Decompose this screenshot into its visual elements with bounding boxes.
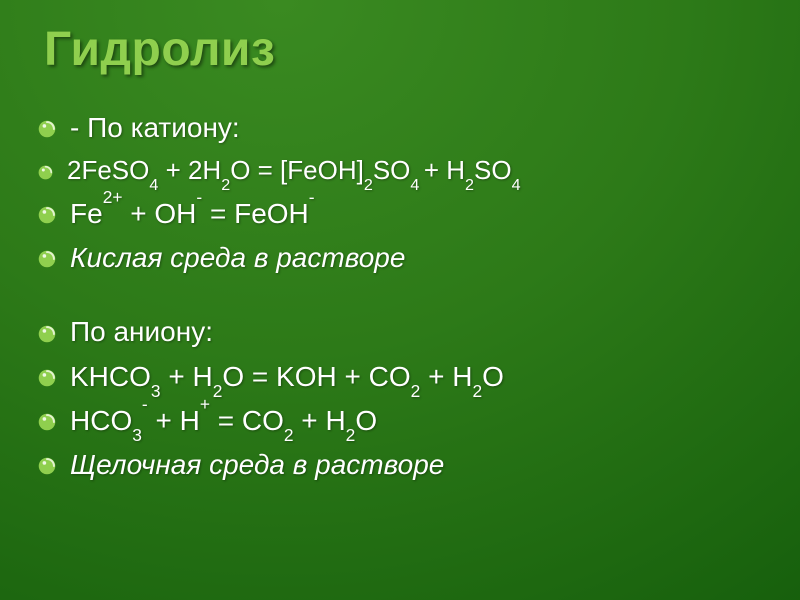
line-text: По аниону: [70,316,213,348]
bullet-line: KHCO3 + H2O = KOH + CO2 + H2O [38,361,780,393]
bullet-icon [38,413,56,431]
bullet-line: Щелочная среда в растворе [38,449,780,481]
bullet-line: HCO3- + H+ = CO2 + H2O [38,405,780,437]
line-text: 2FeSO4 + 2H2O = [FeOH]2SO4 + H2SO4 [67,156,521,186]
line-text: - По катиону: [70,112,240,144]
slide-body: - По катиону: 2FeSO4 + 2H2O = [FeOH]2SO4… [38,112,780,493]
blank-line [38,286,780,316]
bullet-line: - По катиону: [38,112,780,144]
slide-title: Гидролиз [44,22,275,77]
bullet-icon [38,369,56,387]
bullet-icon [38,457,56,475]
bullet-icon [38,325,56,343]
slide: Гидролиз - По катиону: 2FeSO4 + 2H2O = [… [0,0,800,600]
line-text: KHCO3 + H2O = KOH + CO2 + H2O [70,361,504,393]
bullet-line: 2FeSO4 + 2H2O = [FeOH]2SO4 + H2SO4 [38,156,780,186]
bullet-line: По аниону: [38,316,780,348]
bullet-icon [38,120,56,138]
bullet-icon [38,206,56,224]
line-text: Щелочная среда в растворе [70,449,444,481]
line-text: Кислая среда в растворе [70,242,405,274]
line-text: Fe2+ + OH- = FeOH- [70,198,315,230]
bullet-line: Кислая среда в растворе [38,242,780,274]
bullet-line: Fe2+ + OH- = FeOH- [38,198,780,230]
bullet-icon [38,250,56,268]
bullet-icon [38,165,53,180]
line-text: HCO3- + H+ = CO2 + H2O [70,405,377,437]
